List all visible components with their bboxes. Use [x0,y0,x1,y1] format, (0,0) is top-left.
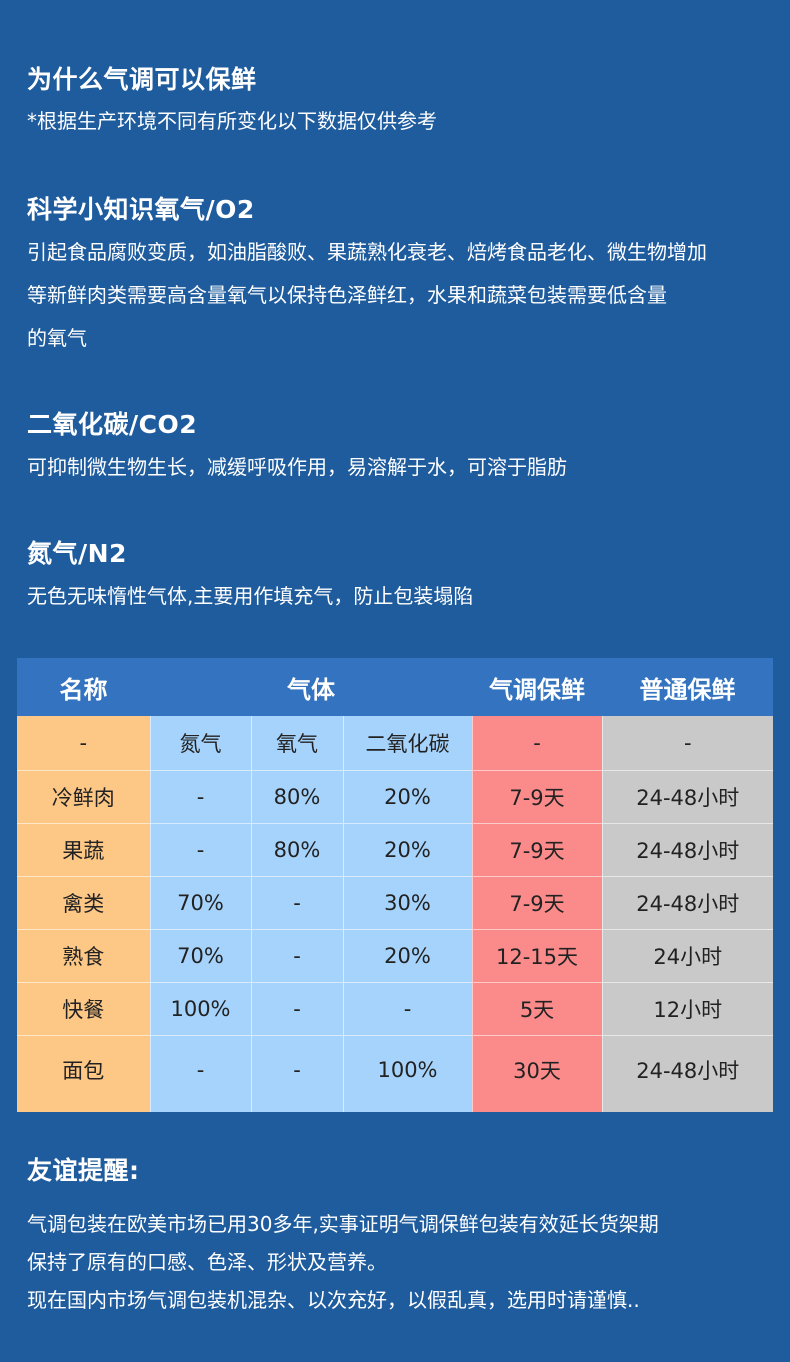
tips-title: 友谊提醒: [27,1156,140,1185]
table-cell: 面包 [17,1035,150,1112]
table-cell: - [471,716,602,771]
table-cell: 20% [342,823,472,877]
table-cell: 70% [149,929,251,983]
tips-line: 现在国内市场气调包装机混杂、以次充好，以假乱真，选用时请谨慎.. [27,1288,640,1312]
o2-section: 科学小知识氧气/O2 引起食品腐败变质，如油脂酸败、果蔬熟化衰老、焙烤食品老化、… [27,194,767,360]
o2-line: 的氧气 [27,326,87,350]
table-cell: - [601,716,773,771]
table-cell: 禽类 [17,876,150,930]
co2-text: 可抑制微生物生长，减缓呼吸作用，易溶解于水，可溶于脂肪 [27,455,567,479]
table-cell: - [149,1035,251,1112]
table-cell: 7-9天 [471,770,602,824]
table-cell: - [342,982,472,1036]
table-cell: 24-48小时 [601,1035,773,1112]
why-note: *根据生产环境不同有所变化以下数据仅供参考 [27,109,437,133]
table-cell: 二氧化碳 [342,716,472,771]
tips-line: 气调包装在欧美市场已用30多年,实事证明气调保鲜包装有效延长货架期 [27,1212,659,1236]
o2-title: 科学小知识氧气/O2 [27,195,255,224]
table-cell: 12小时 [601,982,773,1036]
table-cell: 100% [149,982,251,1036]
table-cell: - [250,876,343,930]
preservation-table: 名称 气体 气调保鲜 普通保鲜 - 氮气 氧气 二氧化碳 - - 冷鲜肉 - 8… [17,658,773,1112]
table-cell: 熟食 [17,929,150,983]
table-cell: 果蔬 [17,823,150,877]
table-cell: 24小时 [601,929,773,983]
o2-line: 引起食品腐败变质，如油脂酸败、果蔬熟化衰老、焙烤食品老化、微生物增加 [27,240,707,264]
co2-title: 二氧化碳/CO2 [27,410,198,439]
table-cell: 快餐 [17,982,150,1036]
table-row: 熟食 70% - 20% 12-15天 24小时 [17,929,773,983]
table-cell: 氧气 [250,716,343,771]
o2-line: 等新鲜肉类需要高含量氧气以保持色泽鲜红，水果和蔬菜包装需要低含量 [27,283,667,307]
table-cell: 7-9天 [471,823,602,877]
table-cell: - [250,929,343,983]
table-row: 快餐 100% - - 5天 12小时 [17,982,773,1036]
table-row: 禽类 70% - 30% 7-9天 24-48小时 [17,876,773,930]
table-cell: - [17,716,150,771]
header-name: 名称 [17,658,150,716]
table-cell: 30% [342,876,472,930]
why-title: 为什么气调可以保鲜 [27,65,257,94]
tips-section: 友谊提醒: 气调包装在欧美市场已用30多年,实事证明气调保鲜包装有效延长货架期 … [27,1155,767,1319]
table-cell: 80% [250,823,343,877]
table-cell: - [250,1035,343,1112]
co2-section: 二氧化碳/CO2 可抑制微生物生长，减缓呼吸作用，易溶解于水，可溶于脂肪 [27,409,767,489]
table-cell: - [149,823,251,877]
n2-title: 氮气/N2 [27,539,127,568]
table-subheader-row: - 氮气 氧气 二氧化碳 - - [17,716,773,771]
table-cell: 12-15天 [471,929,602,983]
n2-text: 无色无味惰性气体,主要用作填充气，防止包装塌陷 [27,584,474,608]
table-row: 果蔬 - 80% 20% 7-9天 24-48小时 [17,823,773,877]
table-cell: 30天 [471,1035,602,1112]
table-cell: 24-48小时 [601,876,773,930]
table-cell: 5天 [471,982,602,1036]
table-cell: 80% [250,770,343,824]
tips-line: 保持了原有的口感、色泽、形状及营养。 [27,1250,387,1274]
header-gas: 气体 [150,658,472,716]
table-cell: 100% [342,1035,472,1112]
header-normal: 普通保鲜 [602,658,773,716]
table-cell: 冷鲜肉 [17,770,150,824]
table-cell: 70% [149,876,251,930]
table-cell: 7-9天 [471,876,602,930]
table-row: 面包 - - 100% 30天 24-48小时 [17,1035,773,1112]
n2-section: 氮气/N2 无色无味惰性气体,主要用作填充气，防止包装塌陷 [27,538,767,618]
table-cell: - [250,982,343,1036]
table-cell: 氮气 [149,716,251,771]
table-cell: 24-48小时 [601,823,773,877]
table-cell: 24-48小时 [601,770,773,824]
table-cell: 20% [342,770,472,824]
table-header-row: 名称 气体 气调保鲜 普通保鲜 [17,658,773,716]
table-cell: - [149,770,251,824]
table-cell: 20% [342,929,472,983]
header-modified: 气调保鲜 [472,658,602,716]
why-section: 为什么气调可以保鲜 *根据生产环境不同有所变化以下数据仅供参考 [27,64,767,137]
table-row: 冷鲜肉 - 80% 20% 7-9天 24-48小时 [17,770,773,824]
